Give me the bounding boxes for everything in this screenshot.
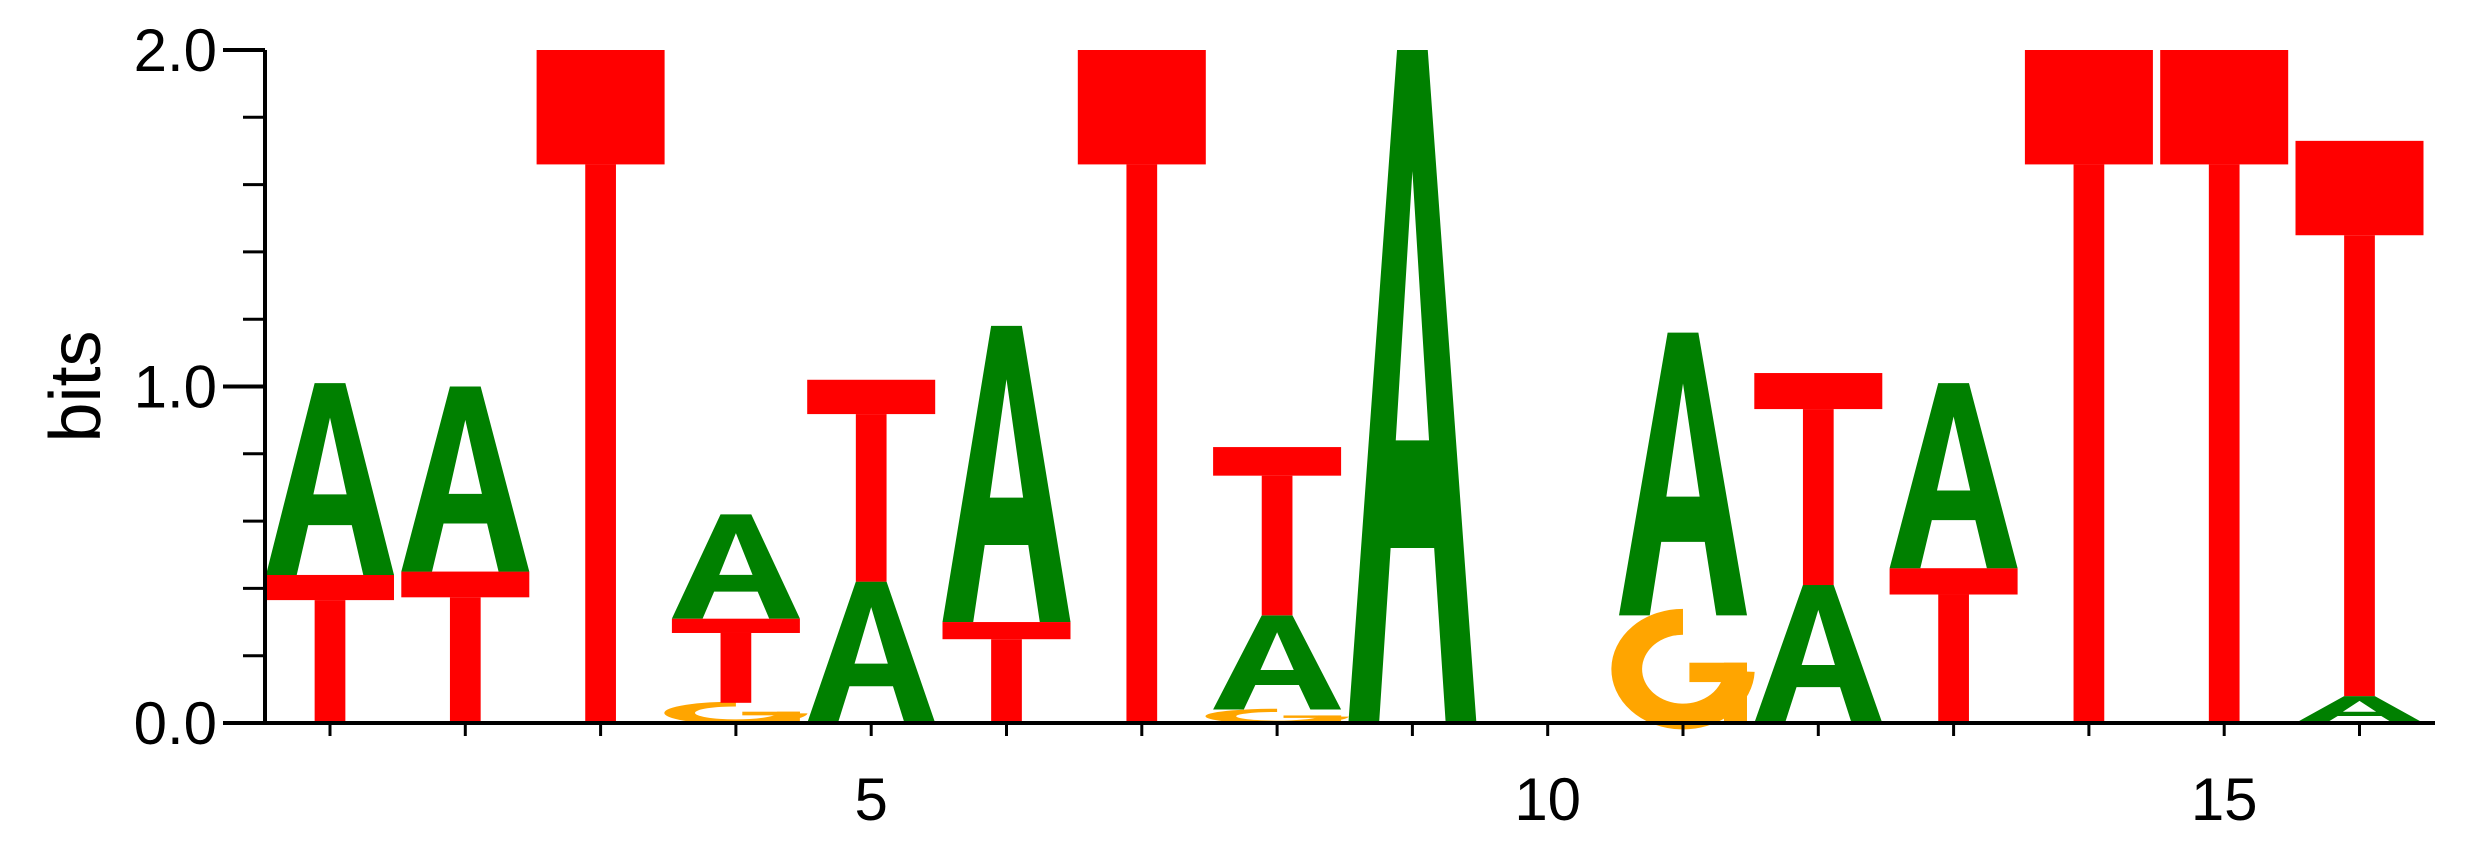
letter-A-pos-8 [1213, 615, 1342, 710]
x-tick-label: 10 [1514, 766, 1581, 833]
letter-A-pos-9 [1348, 50, 1477, 723]
letter-T-pos-16 [2295, 140, 2424, 697]
letter-T-pos-1 [266, 574, 394, 723]
letter-T-pos-3 [536, 50, 665, 723]
letter-A-pos-16 [2295, 696, 2424, 723]
letter-A-pos-12 [1754, 585, 1883, 723]
letter-T-pos-8 [1213, 447, 1342, 616]
letter-T-pos-4 [671, 618, 800, 703]
letter-A-pos-6 [942, 325, 1071, 623]
letter-T-pos-7 [1077, 50, 1206, 723]
letter-T-pos-6 [942, 622, 1071, 723]
letter-G-pos-4 [664, 701, 808, 725]
x-tick-label: 15 [2191, 766, 2258, 833]
letter-T-pos-2 [401, 571, 530, 723]
letter-T-pos-12 [1754, 373, 1883, 586]
letter-A-pos-13 [1889, 383, 2018, 569]
letter-G-pos-11 [1611, 608, 1755, 730]
letter-A-pos-5 [807, 581, 936, 723]
y-tick-label: 1.0 [134, 354, 217, 421]
letter-T-pos-14 [2024, 50, 2153, 723]
letter-T-pos-13 [1889, 568, 2018, 723]
letter-A-pos-11 [1619, 332, 1747, 616]
y-tick-label: 2.0 [134, 17, 217, 84]
letter-A-pos-4 [671, 514, 800, 619]
letter-T-pos-5 [807, 379, 936, 582]
x-tick-label: 5 [855, 766, 888, 833]
letter-A-pos-2 [401, 386, 530, 572]
y-axis: bits 0.0 1.0 2.0 [36, 17, 267, 757]
y-axis-title: bits [36, 330, 116, 442]
y-tick-label: 0.0 [134, 690, 217, 757]
letter-T-pos-15 [2160, 50, 2289, 723]
x-axis: 5 10 15 [265, 721, 2435, 833]
letter-G-pos-8 [1205, 708, 1349, 724]
letter-A-pos-1 [266, 383, 394, 575]
plot-area [266, 50, 2424, 730]
